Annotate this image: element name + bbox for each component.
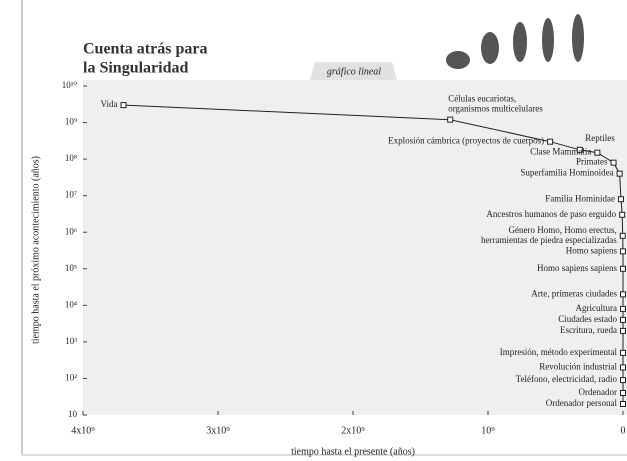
- point-label: Superfamilia Hominoidea: [520, 168, 613, 178]
- plot-area: [83, 80, 627, 415]
- point-label: Arte, primeras ciudades: [531, 288, 617, 298]
- y-tick-label: 10¹⁰: [62, 80, 78, 90]
- point: [576, 146, 583, 153]
- point-label: Explosión cámbrica (proyectos de cuerpos…: [388, 136, 544, 146]
- point-label: Primates: [576, 157, 608, 167]
- point: [610, 159, 617, 166]
- point: [619, 211, 626, 218]
- x-tick-label: 4x10⁹: [71, 425, 95, 436]
- chart-title: Cuenta atrás para: [83, 41, 207, 58]
- point: [619, 316, 626, 323]
- point: [620, 364, 626, 371]
- point: [547, 138, 554, 145]
- y-tick-label: 10⁷: [65, 190, 77, 200]
- y-tick-label: 10⁴: [65, 299, 77, 309]
- point: [447, 116, 454, 123]
- x-axis-label: tiempo hasta el presente (años): [291, 446, 415, 457]
- x-tick-label: 10⁹: [481, 425, 495, 436]
- x-tick-label: 2x10⁹: [341, 425, 365, 436]
- point: [620, 400, 626, 407]
- point-label: Ancestros humanos de paso erguido: [486, 209, 616, 219]
- point-label: Vida: [101, 99, 118, 109]
- point: [620, 377, 626, 384]
- y-tick-label: 10²: [65, 373, 77, 383]
- point: [617, 196, 624, 203]
- y-tick-label: 10⁶: [65, 226, 77, 236]
- y-axis-label: tiempo hasta el próximo acontecimiento (…: [30, 156, 41, 344]
- point-label: organismos multicelulares: [448, 104, 543, 114]
- point-label: Homo sapiens: [566, 245, 618, 255]
- point: [619, 291, 626, 298]
- y-tick-label: 10: [68, 409, 78, 419]
- y-tick-label: 10⁸: [65, 153, 77, 163]
- point-label: Teléfono, electricidad, radio: [516, 374, 618, 384]
- point-label: Homo sapiens sapiens: [537, 263, 617, 273]
- point-label: Ordenador personal: [546, 398, 618, 408]
- y-tick-label: 10⁹: [65, 117, 77, 127]
- point-label: herramientas de piedra especializadas: [481, 235, 617, 245]
- point-label: Impresión, método experimental: [500, 347, 618, 357]
- point-label: Ordenador: [579, 387, 617, 397]
- point-label: Células eucariotas,: [448, 94, 516, 104]
- point: [619, 305, 626, 312]
- point: [616, 170, 623, 177]
- point: [619, 248, 626, 255]
- point-label: Ciudades estado: [558, 314, 617, 324]
- point-label: Clase Mammalia: [530, 147, 591, 157]
- x-tick-label: 3x10⁹: [206, 425, 230, 436]
- point: [120, 102, 127, 109]
- point: [619, 349, 626, 356]
- point-label: Agricultura: [576, 303, 617, 313]
- evolution-figures: [446, 14, 584, 69]
- point: [619, 232, 626, 239]
- point-label: Revolución industrial: [539, 362, 617, 372]
- x-tick-label: 0: [621, 425, 626, 436]
- point: [620, 389, 626, 396]
- point-label: Género Homo, Homo erectus,: [508, 225, 616, 235]
- y-tick-label: 10⁵: [65, 263, 77, 273]
- subtitle: gráfico lineal: [327, 66, 381, 77]
- point-label: Familia Hominidae: [545, 193, 615, 203]
- point: [594, 149, 601, 156]
- point-label: Escritura, rueda: [560, 325, 617, 335]
- point-label: Reptiles: [585, 133, 615, 143]
- tab: [310, 62, 397, 80]
- chart-title: la Singularidad: [83, 60, 188, 77]
- point: [619, 327, 626, 334]
- point: [619, 265, 626, 272]
- y-tick-label: 10³: [65, 336, 77, 346]
